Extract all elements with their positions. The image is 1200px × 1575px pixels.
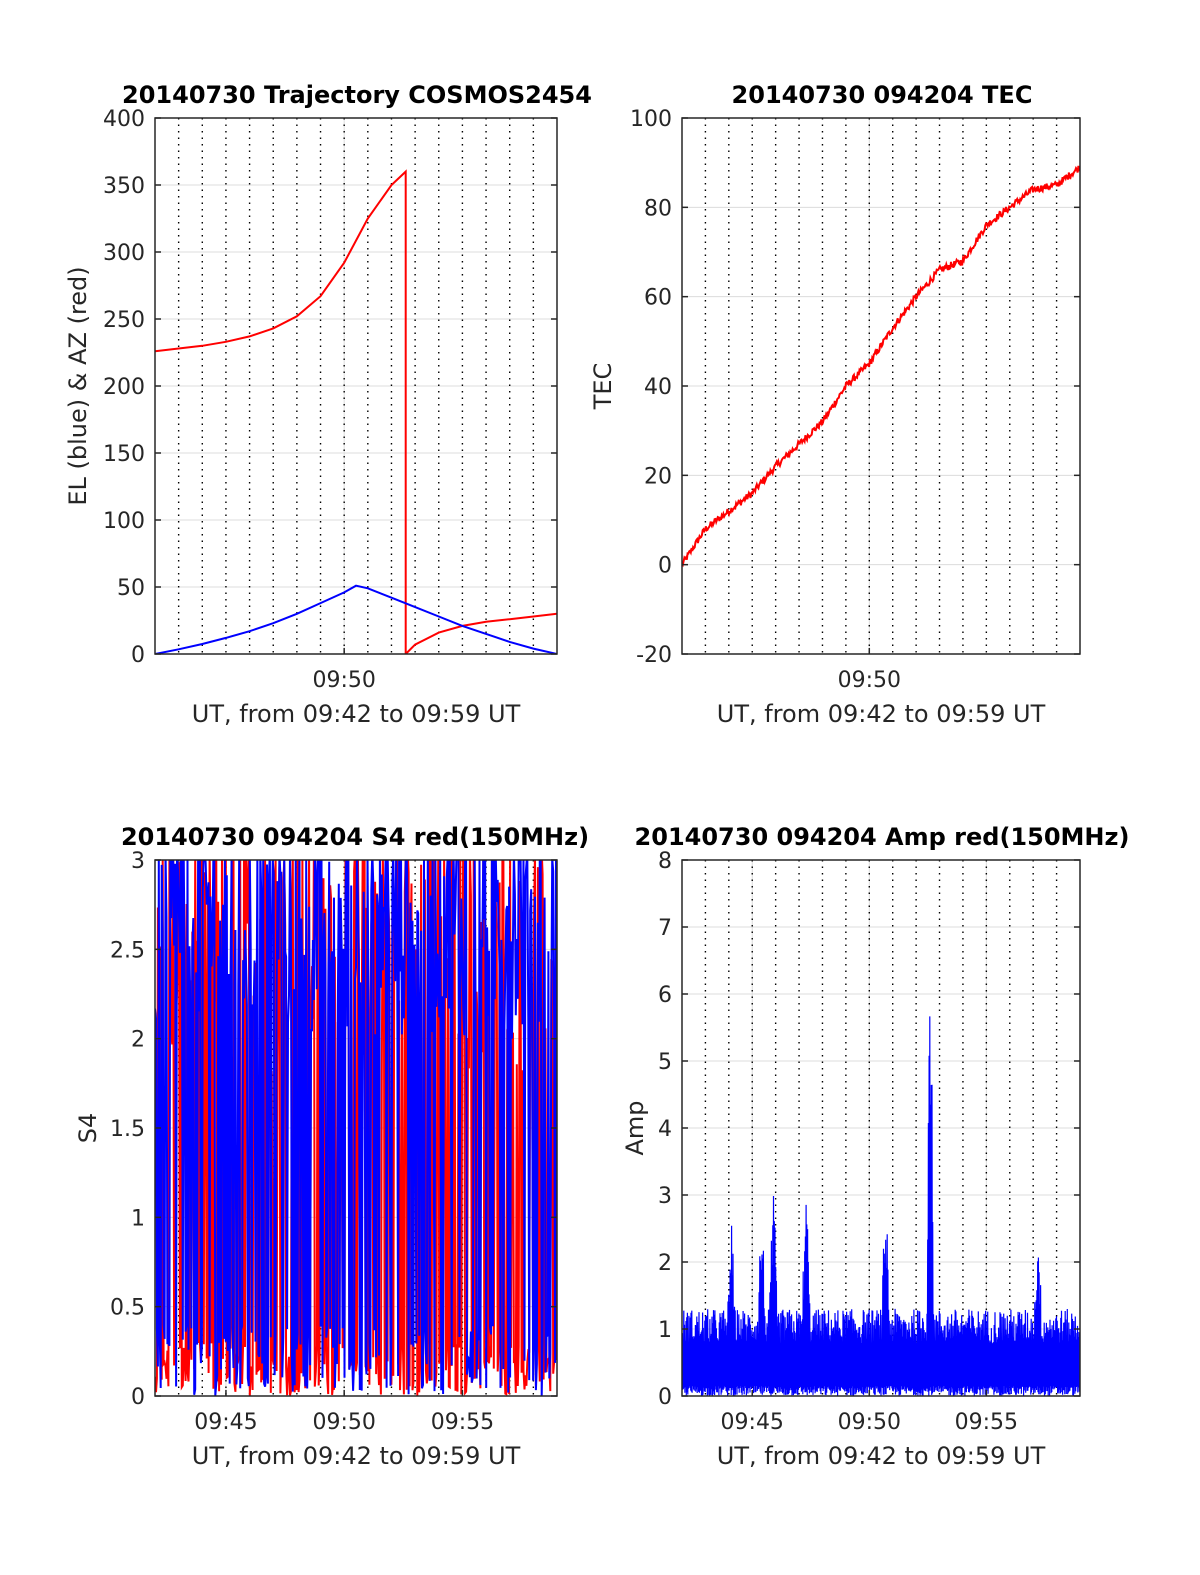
az-series-line bbox=[155, 169, 557, 654]
amp-ytick-label: 4 bbox=[658, 1117, 672, 1142]
s4-ytick-label: 2 bbox=[131, 1028, 145, 1053]
amp-ytick-label: 8 bbox=[658, 849, 672, 874]
traj-ytick-label: 150 bbox=[103, 442, 145, 467]
amp-ytick-label: 3 bbox=[658, 1184, 672, 1209]
s4-xtick-label: 09:55 bbox=[431, 1410, 494, 1435]
amp-ytick-label: 5 bbox=[658, 1050, 672, 1075]
amp-ytick-label: 2 bbox=[658, 1251, 672, 1276]
s4-ytick-label: 2.5 bbox=[110, 938, 145, 963]
tec-ytick-label: 60 bbox=[644, 286, 672, 311]
s4-ytick-label: 1.5 bbox=[110, 1117, 145, 1142]
tec-title: 20140730 094204 TEC bbox=[732, 81, 1033, 109]
traj-ytick-label: 50 bbox=[117, 576, 145, 601]
tec-ytick-label: 40 bbox=[644, 375, 672, 400]
tec-ytick-label: 80 bbox=[644, 196, 672, 221]
amp-title: 20140730 094204 Amp red(150MHz) bbox=[635, 823, 1130, 851]
tec-ylabel: TEC bbox=[589, 363, 617, 411]
traj-ytick-label: 0 bbox=[131, 643, 145, 668]
traj-data bbox=[155, 169, 557, 654]
tec-ytick-label: 0 bbox=[658, 554, 672, 579]
s4-ylabel: S4 bbox=[74, 1113, 102, 1144]
s4-ytick-label: 3 bbox=[131, 849, 145, 874]
amp-xtick-label: 09:55 bbox=[955, 1410, 1018, 1435]
panel-s4: 0 0.5 1 1.5 2 2.5 3 09:45 09:50 09:55 20140730 094… bbox=[74, 823, 589, 1470]
panel-amp: 0 1 2 3 4 5 6 7 8 09:45 09:50 09:55 20140730 094204 … bbox=[621, 823, 1129, 1470]
s4-data bbox=[155, 860, 557, 1396]
panel-trajectory: 0 50 100 150 200 250 300 350 400 09:50 20140730 Tr… bbox=[64, 81, 592, 728]
s4-ytick-label: 0.5 bbox=[110, 1296, 145, 1321]
tec-ytick-label: -20 bbox=[636, 643, 672, 668]
amp-ytick-label: 1 bbox=[658, 1318, 672, 1343]
tec-ytick-label: 20 bbox=[644, 464, 672, 489]
panel-tec: -20 0 20 40 60 80 100 09:50 20140730 094204 TEC U… bbox=[589, 81, 1081, 728]
s4-red-series-line bbox=[155, 860, 557, 1396]
amp-ytick-label: 6 bbox=[658, 983, 672, 1008]
traj-ytick-label: 350 bbox=[103, 174, 145, 199]
traj-xtick-label: 09:50 bbox=[312, 668, 375, 693]
el-series-line bbox=[155, 584, 557, 654]
traj-ytick-label: 300 bbox=[103, 241, 145, 266]
tec-data bbox=[682, 165, 1080, 568]
tec-xlabel: UT, from 09:42 to 09:59 UT bbox=[717, 700, 1046, 728]
s4-blue-series-line bbox=[155, 860, 557, 1396]
tec-series-line bbox=[682, 165, 1080, 568]
tec-ytick-label: 100 bbox=[630, 107, 672, 132]
s4-xlabel: UT, from 09:42 to 09:59 UT bbox=[192, 1442, 521, 1470]
s4-xtick-label: 09:50 bbox=[312, 1410, 375, 1435]
s4-title: 20140730 094204 S4 red(150MHz) bbox=[121, 823, 589, 851]
s4-ytick-label: 0 bbox=[131, 1385, 145, 1410]
amp-ytick-label: 7 bbox=[658, 916, 672, 941]
amp-ylabel: Amp bbox=[621, 1100, 649, 1155]
amp-ytick-label: 0 bbox=[658, 1385, 672, 1410]
amp-xtick-label: 09:50 bbox=[838, 1410, 901, 1435]
amp-xlabel: UT, from 09:42 to 09:59 UT bbox=[717, 1442, 1046, 1470]
trajectory-title: 20140730 Trajectory COSMOS2454 bbox=[122, 81, 592, 109]
s4-ytick-label: 1 bbox=[131, 1206, 145, 1231]
trajectory-ylabel: EL (blue) & AZ (red) bbox=[64, 266, 92, 505]
s4-xtick-label: 09:45 bbox=[194, 1410, 257, 1435]
traj-ytick-label: 100 bbox=[103, 509, 145, 534]
trajectory-xlabel: UT, from 09:42 to 09:59 UT bbox=[192, 700, 521, 728]
amp-xtick-label: 09:45 bbox=[721, 1410, 784, 1435]
tec-xtick-label: 09:50 bbox=[838, 668, 901, 693]
traj-ytick-label: 250 bbox=[103, 308, 145, 333]
traj-ytick-label: 200 bbox=[103, 375, 145, 400]
traj-ytick-label: 400 bbox=[103, 107, 145, 132]
